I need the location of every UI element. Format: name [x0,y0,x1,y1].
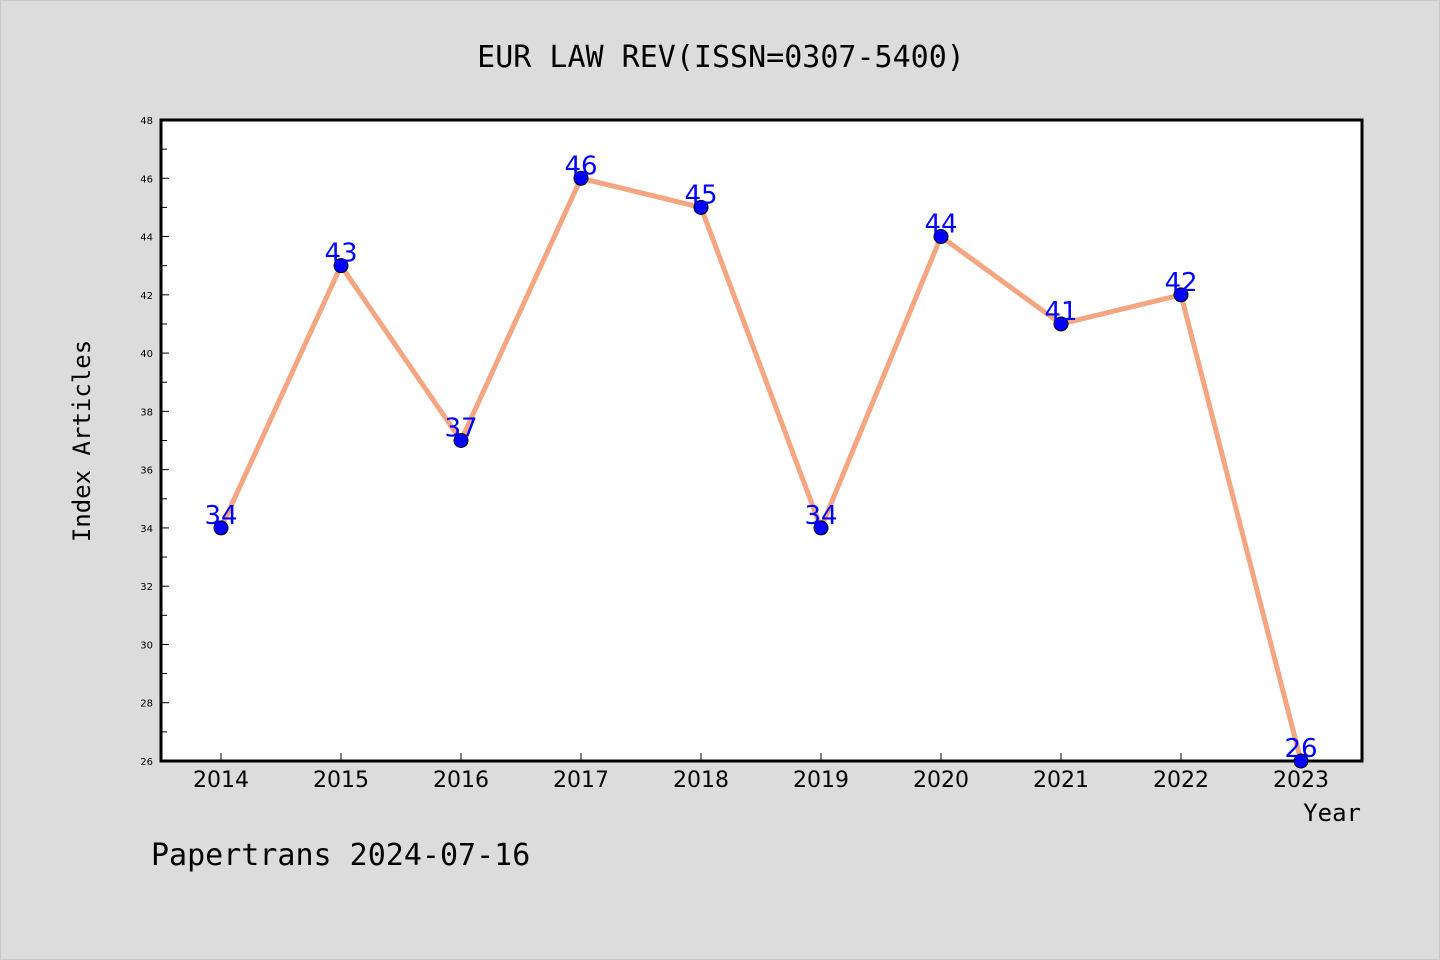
x-axis-ticks: 2014 2015 2016 2017 2018 2019 2020 2021 2022 2023 [193,753,1329,793]
y-tick-label: 32 [140,582,153,593]
data-label: 45 [684,180,717,210]
data-point [453,433,469,448]
y-tick-label: 38 [140,407,153,418]
y-tick-label: 44 [140,233,153,244]
x-tick-label: 2018 [673,768,729,793]
data-label: 42 [1164,268,1197,298]
x-tick-label: 2023 [1273,768,1329,793]
data-point [1173,287,1189,303]
data-point [813,520,829,536]
y-tick-label: 42 [140,291,153,302]
x-tick-label: 2019 [793,768,849,793]
series-line [218,175,1304,764]
x-tick-label: 2014 [193,768,249,793]
data-point [1053,316,1069,332]
y-tick-label: 40 [140,349,153,360]
x-tick-label: 2021 [1033,768,1089,793]
x-axis-label: Year [1303,799,1361,827]
data-label: 43 [324,239,357,269]
data-point [333,258,349,274]
y-tick-label: 34 [140,524,153,535]
y-tick-label: 26 [140,757,153,768]
chart-title: EUR LAW REV(ISSN=0307-5400) [477,40,965,75]
data-label: 37 [444,414,477,444]
y-tick-label: 46 [140,174,153,185]
data-label: 34 [804,501,837,531]
x-tick-label: 2015 [313,768,369,793]
data-label: 34 [204,501,237,531]
data-point [1293,753,1309,769]
data-labels-layer: 34 43 37 46 45 34 44 41 42 26 [204,151,1317,764]
x-tick-label: 2022 [1153,768,1209,793]
y-tick-label: 28 [140,699,153,710]
data-point [693,199,709,215]
data-label: 44 [924,210,957,240]
data-point [933,229,949,245]
footer-date-stamp: Papertrans 2024-07-16 [151,838,530,873]
plot-area [159,118,1364,763]
series-layer [213,170,1309,769]
y-axis-ticks: 26 28 30 32 34 36 38 40 42 44 46 48 [140,116,169,768]
data-label: 26 [1284,734,1317,764]
data-label: 41 [1044,297,1077,327]
data-point [573,170,589,186]
y-axis-label: Index Articles [68,340,96,542]
data-label: 46 [564,151,597,181]
y-tick-label: 36 [140,466,153,477]
x-tick-label: 2017 [553,768,609,793]
x-tick-label: 2016 [433,768,489,793]
y-tick-label: 30 [140,640,153,651]
data-point [213,520,229,536]
x-tick-label: 2020 [913,768,969,793]
y-tick-label: 48 [140,116,153,127]
